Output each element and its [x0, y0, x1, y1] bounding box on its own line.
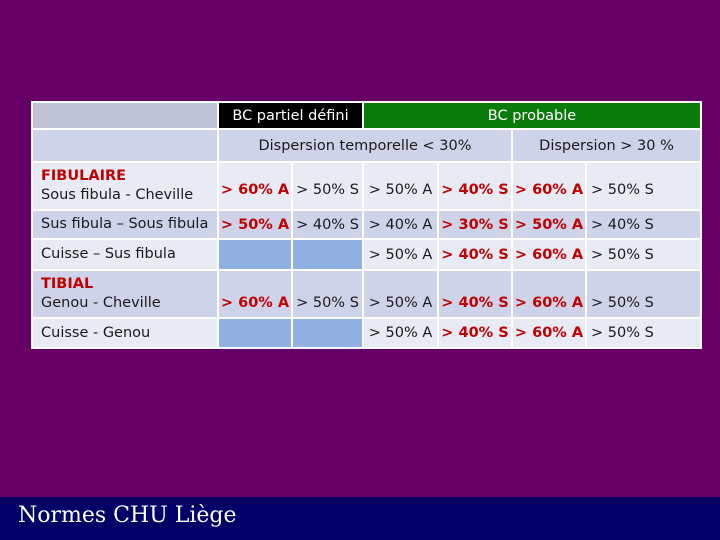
value-cell: > 50% S	[293, 271, 362, 317]
empty-cell	[219, 319, 291, 347]
value-cell: > 50% A	[364, 271, 437, 317]
row-label-text: Cuisse – Sus fibula	[41, 246, 176, 262]
header-bc-probable: BC probable	[364, 103, 700, 128]
value-cell: > 50% A	[364, 319, 437, 347]
value-cell: > 50% A	[219, 211, 291, 238]
row-label-cuisse-genou: Cuisse - Genou	[33, 319, 217, 347]
group-label-fibulaire: FIBULAIRE	[41, 168, 127, 184]
row-label-text: Sus fibula – Sous fibula	[41, 216, 209, 232]
value-cell: > 60% A	[513, 319, 585, 347]
value-cell: > 50% S	[587, 240, 700, 269]
value-cell: > 50% A	[364, 240, 437, 269]
value-cell: > 40% S	[587, 211, 700, 238]
group-label-tibial: TIBIAL	[41, 276, 94, 292]
value-cell: > 50% S	[587, 271, 700, 317]
value-cell: > 40% S	[439, 319, 511, 347]
row-label-text: Genou - Cheville	[41, 295, 161, 311]
footer-bar	[0, 497, 720, 540]
subheader-dispersion-high: Dispersion > 30 %	[513, 130, 700, 161]
value-cell: > 40% S	[439, 163, 511, 209]
subheader-dispersion-low: Dispersion temporelle < 30%	[219, 130, 511, 161]
row-label-text: Sous fibula - Cheville	[41, 187, 194, 203]
value-cell: > 60% A	[513, 271, 585, 317]
value-cell: > 30% S	[439, 211, 511, 238]
empty-cell	[293, 240, 362, 269]
value-cell: > 60% A	[513, 163, 585, 209]
value-cell: > 40% S	[439, 271, 511, 317]
value-cell: > 50% A	[364, 163, 437, 209]
value-cell: > 50% S	[293, 163, 362, 209]
empty-cell	[293, 319, 362, 347]
row-label-cuisse-sus-fibula: Cuisse – Sus fibula	[33, 240, 217, 269]
footer-title: Normes CHU Liège	[18, 503, 237, 528]
value-cell: > 60% A	[219, 271, 291, 317]
value-cell: > 40% S	[293, 211, 362, 238]
empty-cell	[219, 240, 291, 269]
criteria-table: BC partiel défini BC probable Dispersion…	[31, 101, 702, 349]
value-cell: > 60% A	[513, 240, 585, 269]
value-cell: > 50% S	[587, 319, 700, 347]
row-label-sous-fibula-cheville: FIBULAIRE Sous fibula - Cheville	[33, 163, 217, 209]
value-cell: > 40% A	[364, 211, 437, 238]
subheader-empty-cell	[33, 130, 217, 161]
header-empty-cell	[33, 103, 217, 128]
row-label-sus-fibula-sous-fibula: Sus fibula – Sous fibula	[33, 211, 217, 238]
row-label-genou-cheville: TIBIAL Genou - Cheville	[33, 271, 217, 317]
value-cell: > 60% A	[219, 163, 291, 209]
value-cell: > 40% S	[439, 240, 511, 269]
row-label-text: Cuisse - Genou	[41, 324, 151, 341]
value-cell: > 50% A	[513, 211, 585, 238]
header-bc-partiel: BC partiel défini	[219, 103, 362, 128]
value-cell: > 50% S	[587, 163, 700, 209]
